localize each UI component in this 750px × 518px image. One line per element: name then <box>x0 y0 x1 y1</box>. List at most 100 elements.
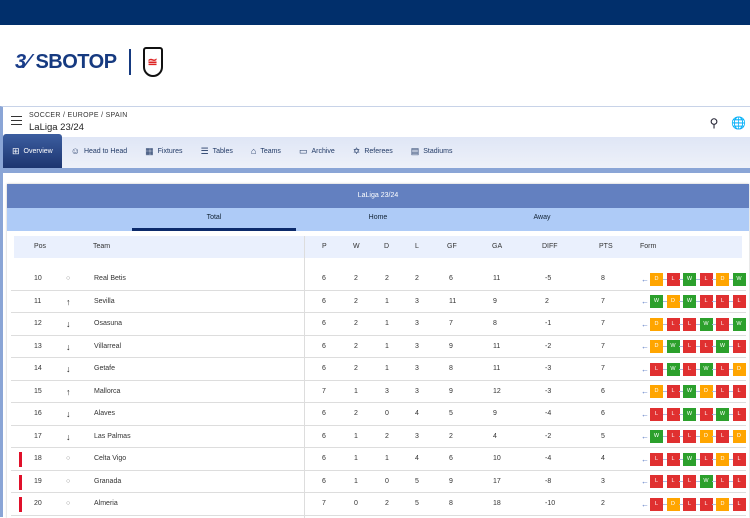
form-result-badge[interactable]: L <box>662 452 680 466</box>
form-result-badge[interactable]: D <box>728 362 746 376</box>
breadcrumb[interactable]: SOCCER / EUROPE / SPAIN <box>29 112 128 119</box>
tab-head-to-head[interactable]: ☺ Head to Head <box>62 134 136 168</box>
table-row[interactable]: 11 Sevilla 6 2 1 3 11 9 2 7 ↑ ← W D W L L L <box>11 291 746 313</box>
form-result-badge[interactable]: L <box>679 430 696 443</box>
form-result-badge[interactable]: D <box>712 497 729 511</box>
form-result-badge[interactable]: W <box>728 272 746 286</box>
form-result-badge[interactable]: L <box>712 317 729 331</box>
form-result-badge[interactable]: W <box>679 452 696 466</box>
form-result-badge[interactable]: D <box>662 497 680 511</box>
col-p[interactable]: P <box>322 243 327 250</box>
form-result-badge[interactable]: W <box>650 295 663 308</box>
form-result-badge[interactable]: L <box>728 497 746 511</box>
tab-referees[interactable]: ✡ Referees <box>344 134 402 168</box>
form-result-badge[interactable]: L <box>650 407 663 421</box>
form-result-badge[interactable]: W <box>679 407 696 421</box>
form-result-badge[interactable]: W <box>679 295 696 308</box>
col-ga[interactable]: GA <box>492 243 503 250</box>
tab-overview[interactable]: ⊞ Overview <box>3 134 62 168</box>
form-result-badge[interactable]: L <box>728 295 746 308</box>
form-result-badge[interactable]: L <box>662 475 680 488</box>
table-row[interactable]: 17 Las Palmas 6 1 2 3 2 4 -2 5 ↓ ← W L L D L D <box>11 426 746 448</box>
form-result-badge[interactable]: L <box>679 497 696 511</box>
form-result-badge[interactable]: L <box>662 317 680 331</box>
table-row[interactable]: 14 Getafe 6 2 1 3 8 11 -3 7 ↓ ← L W L W L D <box>11 358 746 381</box>
tab-fixtures[interactable]: ▦ Fixtures <box>136 134 191 168</box>
form-result-badge[interactable]: L <box>728 407 746 421</box>
form-result-badge[interactable]: D <box>712 272 729 286</box>
form-result-badge[interactable]: L <box>662 430 680 443</box>
form-result-badge[interactable]: L <box>650 475 663 488</box>
form-result-badge[interactable]: W <box>662 362 680 376</box>
form-result-badge[interactable]: W <box>695 475 713 488</box>
form-result-badge[interactable]: L <box>712 385 729 398</box>
form-result-badge[interactable]: W <box>712 407 729 421</box>
subtab-away[interactable]: Away <box>533 214 551 221</box>
col-w[interactable]: W <box>353 243 360 250</box>
form-result-badge[interactable]: L <box>728 452 746 466</box>
col-gf[interactable]: GF <box>447 243 457 250</box>
subtab-total[interactable]: Total <box>132 208 296 231</box>
tab-archive[interactable]: ▭ Archive <box>290 134 344 168</box>
cell-team[interactable]: Osasuna <box>94 320 123 327</box>
form-result-badge[interactable]: W <box>650 430 663 443</box>
form-result-badge[interactable]: W <box>728 317 746 331</box>
form-result-badge[interactable]: L <box>662 385 680 398</box>
tab-stadiums[interactable]: ▤ Stadiums <box>402 134 462 168</box>
form-result-badge[interactable]: L <box>695 272 713 286</box>
table-row[interactable]: 15 Mallorca 7 1 3 3 9 12 -3 6 ↑ ← D L W D L L <box>11 381 746 403</box>
form-result-badge[interactable]: L <box>728 385 746 398</box>
form-result-badge[interactable]: L <box>695 407 713 421</box>
form-result-badge[interactable]: L <box>712 362 729 376</box>
form-result-badge[interactable]: L <box>650 452 663 466</box>
form-result-badge[interactable]: L <box>650 362 663 376</box>
cell-team[interactable]: Villarreal <box>94 342 122 350</box>
form-result-badge[interactable]: D <box>662 295 680 308</box>
cell-team[interactable]: Celta Vigo <box>94 455 127 462</box>
form-result-badge[interactable]: D <box>650 385 663 398</box>
cell-team[interactable]: Alaves <box>94 410 116 417</box>
form-result-badge[interactable]: L <box>695 340 713 353</box>
col-pts[interactable]: PTS <box>599 243 613 250</box>
form-result-badge[interactable]: D <box>728 430 746 443</box>
table-row[interactable]: 16 Alaves 6 2 0 4 5 9 -4 6 ↓ ← L L W L W L <box>11 403 746 426</box>
form-result-badge[interactable]: L <box>712 430 729 443</box>
cell-team[interactable]: Almeria <box>94 500 118 507</box>
form-result-badge[interactable]: W <box>679 385 696 398</box>
form-result-badge[interactable]: W <box>662 340 680 353</box>
form-result-badge[interactable]: L <box>662 272 680 286</box>
form-result-badge[interactable]: D <box>695 385 713 398</box>
cell-team[interactable]: Granada <box>94 477 122 485</box>
form-result-badge[interactable]: L <box>695 452 713 466</box>
form-result-badge[interactable]: D <box>695 430 713 443</box>
form-result-badge[interactable]: W <box>695 362 713 376</box>
cell-team[interactable]: Getafe <box>94 365 116 372</box>
form-result-badge[interactable]: L <box>679 362 696 376</box>
form-result-badge[interactable]: L <box>728 475 746 488</box>
tab-teams[interactable]: ⌂ Teams <box>242 134 290 168</box>
table-row[interactable]: 10 Real Betis 6 2 2 2 6 11 -5 8 ○ ← D L W L D W <box>11 268 746 291</box>
cell-team[interactable]: Real Betis <box>94 275 126 282</box>
table-row[interactable]: 19 Granada 6 1 0 5 9 17 -8 3 ○ ← L L L W L L <box>11 471 746 493</box>
form-result-badge[interactable]: L <box>712 295 729 308</box>
table-row[interactable]: 13 Villarreal 6 2 1 3 9 11 -2 7 ↓ ← D W L L W L <box>11 336 746 358</box>
cell-team[interactable]: Mallorca <box>94 387 121 395</box>
form-result-badge[interactable]: L <box>728 340 746 353</box>
form-result-badge[interactable]: L <box>679 475 696 488</box>
hamburger-icon[interactable] <box>11 116 22 125</box>
cell-team[interactable]: Las Palmas <box>94 432 131 440</box>
form-result-badge[interactable]: D <box>650 272 663 286</box>
form-result-badge[interactable]: D <box>650 340 663 353</box>
tab-tables[interactable]: ☰ Tables <box>192 134 242 168</box>
cell-team[interactable]: Sevilla <box>94 297 115 305</box>
table-row[interactable]: 18 Celta Vigo 6 1 1 4 6 10 -4 4 ○ ← L L W L D L <box>11 448 746 471</box>
globe-settings-icon[interactable]: 🌐 <box>731 116 746 130</box>
search-icon[interactable]: ⚲ <box>709 116 719 130</box>
col-team[interactable]: Team <box>93 243 111 250</box>
form-result-badge[interactable]: W <box>679 272 696 286</box>
col-d[interactable]: D <box>384 243 390 250</box>
form-result-badge[interactable]: L <box>712 475 729 488</box>
form-result-badge[interactable]: L <box>695 497 713 511</box>
col-l[interactable]: L <box>415 243 419 250</box>
form-result-badge[interactable]: D <box>712 452 729 466</box>
